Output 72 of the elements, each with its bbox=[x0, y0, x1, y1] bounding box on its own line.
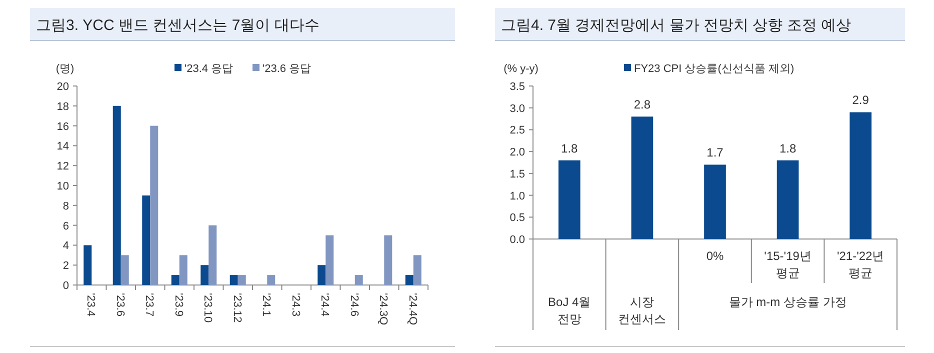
y-tick-label: 14 bbox=[56, 140, 69, 153]
data-label: 1.8 bbox=[779, 141, 796, 156]
legend-label: FY23 CPI 상승률(신선식품 제외) bbox=[634, 63, 794, 75]
bar bbox=[171, 275, 180, 285]
bar bbox=[776, 160, 799, 239]
x-tick-label: '23.10 bbox=[202, 293, 214, 323]
data-label: 1.7 bbox=[706, 146, 724, 160]
x-tick-label: '23.9 bbox=[172, 293, 184, 317]
x-tick-label: '24.6 bbox=[348, 293, 360, 317]
y-tick-label: 0.5 bbox=[510, 212, 525, 224]
y-tick-label: 1.5 bbox=[510, 168, 525, 180]
bar bbox=[318, 265, 326, 285]
chart-title: 그림3. YCC 밴드 컨센서스는 7월이 대다수 bbox=[36, 17, 320, 34]
y-tick-label: 2.5 bbox=[510, 124, 525, 137]
x-tick-label: '23.12 bbox=[230, 293, 243, 323]
x-tick-label: 시장 컨센서스 bbox=[618, 295, 666, 326]
y-tick-label: 3.0 bbox=[510, 102, 525, 115]
x-tick-label: '24.1 bbox=[260, 293, 272, 317]
y-tick-label: 0.0 bbox=[510, 234, 525, 246]
y-tick-label: 18 bbox=[56, 100, 69, 113]
y-axis-title: (명) bbox=[56, 63, 74, 75]
bar bbox=[558, 160, 580, 239]
bar bbox=[238, 275, 246, 285]
x-tick-label: 0% bbox=[706, 249, 724, 263]
bar bbox=[150, 126, 158, 285]
x-tick-label: '21-'22년 평균 bbox=[836, 249, 884, 280]
bar bbox=[384, 235, 392, 285]
bar bbox=[413, 255, 422, 285]
bar bbox=[354, 275, 363, 285]
y-axis-title: (% y-y) bbox=[504, 63, 538, 75]
bar bbox=[142, 195, 150, 285]
bar bbox=[405, 275, 414, 285]
y-tick-label: 10 bbox=[56, 180, 69, 192]
x-tick-label: '24.3Q bbox=[377, 293, 390, 326]
bar bbox=[267, 275, 276, 285]
y-tick-label: 4 bbox=[62, 240, 69, 252]
x-tick-label: '15-'19년 평균 bbox=[764, 249, 812, 280]
bar bbox=[850, 112, 872, 239]
bar bbox=[84, 245, 92, 285]
chart-title: 그림4. 7월 경제전망에서 물가 전망치 상향 조정 예상 bbox=[501, 17, 852, 34]
bar bbox=[704, 164, 726, 239]
bar bbox=[208, 225, 217, 285]
legend-label: '23.6 응답 bbox=[262, 63, 312, 75]
y-tick-label: 8 bbox=[62, 200, 69, 212]
bar bbox=[112, 106, 121, 285]
data-label: 2.8 bbox=[634, 98, 651, 112]
y-tick-label: 2 bbox=[62, 260, 69, 272]
x-tick-label: '23.7 bbox=[143, 293, 156, 317]
y-tick-label: 3.5 bbox=[510, 81, 525, 93]
data-label: 2.9 bbox=[852, 93, 870, 108]
bar bbox=[631, 116, 654, 239]
bar bbox=[230, 275, 238, 285]
x-tick-label: '24.4 bbox=[318, 293, 331, 317]
legend-label: '23.4 응답 bbox=[184, 63, 234, 75]
bar bbox=[326, 235, 334, 285]
y-tick-label: 12 bbox=[56, 160, 69, 173]
x-tick-label: '23.4 bbox=[84, 293, 97, 317]
y-tick-label: 1.0 bbox=[510, 190, 525, 202]
y-tick-label: 16 bbox=[56, 120, 69, 133]
x-tick-label: '24.3 bbox=[289, 293, 302, 317]
x-tick-label: '23.6 bbox=[114, 293, 126, 317]
x-tick-label: BoJ 4월 전망 bbox=[548, 295, 591, 326]
y-tick-label: 0 bbox=[62, 280, 69, 292]
bar bbox=[120, 255, 129, 285]
bar bbox=[200, 265, 209, 285]
x-tick-label: '24.4Q bbox=[406, 293, 418, 326]
data-label: 1.8 bbox=[561, 141, 578, 156]
y-tick-label: 20 bbox=[56, 81, 69, 93]
y-tick-label: 2.0 bbox=[510, 146, 525, 159]
text: 물가 m-m 상승률 가정 bbox=[728, 295, 847, 309]
y-tick-label: 6 bbox=[62, 220, 69, 232]
bar bbox=[179, 255, 188, 285]
